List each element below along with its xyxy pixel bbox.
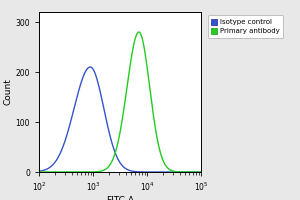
Legend: Isotype control, Primary antibody: Isotype control, Primary antibody (208, 15, 284, 38)
Y-axis label: Count: Count (4, 79, 13, 105)
X-axis label: FITC-A: FITC-A (106, 196, 134, 200)
